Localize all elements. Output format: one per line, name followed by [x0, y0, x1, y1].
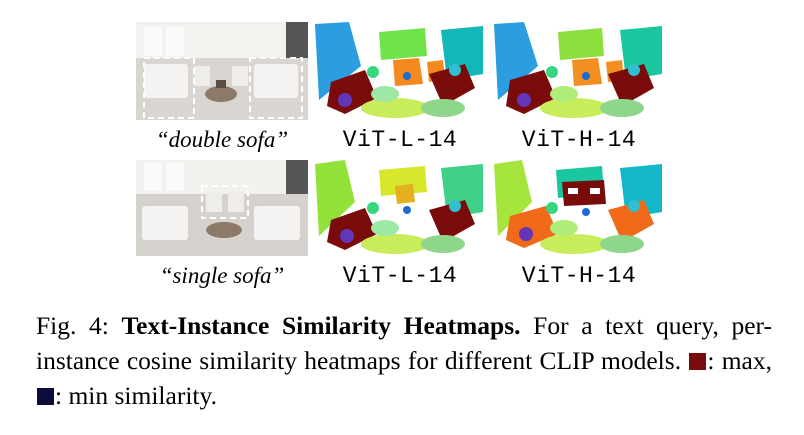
heatmap-single-sofa-vit-h-14 [494, 160, 664, 256]
query-label-double-sofa: “double sofa” [155, 127, 289, 152]
caption-body: For a text query, per-instance cosine si… [36, 311, 773, 375]
model-label-vit-h-14: ViT-H-14 [521, 127, 637, 153]
model-label-vit-l-14: ViT-L-14 [342, 263, 458, 289]
room-photo-double-sofa [136, 22, 308, 120]
figure-caption: Fig. 4: Text-Instance Similarity Heatmap… [36, 308, 772, 413]
figure-number: Fig. 4: [36, 311, 109, 340]
heatmap-double-sofa-vit-h-14 [494, 22, 664, 120]
heatmap-single-sofa-vit-l-14 [315, 160, 485, 256]
model-label-vit-h-14: ViT-H-14 [521, 263, 637, 289]
caption-title: Text-Instance Similarity Heatmaps. [121, 311, 521, 340]
room-photo-single-sofa [136, 160, 308, 256]
query-label-single-sofa: “single sofa” [159, 263, 285, 288]
min-color-swatch [37, 388, 54, 405]
model-label-vit-l-14: ViT-L-14 [342, 127, 458, 153]
legend-min-label: : min similarity. [55, 381, 217, 410]
heatmap-double-sofa-vit-l-14 [315, 22, 485, 120]
legend-max-label: : max, [707, 346, 772, 375]
max-color-swatch [689, 353, 707, 370]
